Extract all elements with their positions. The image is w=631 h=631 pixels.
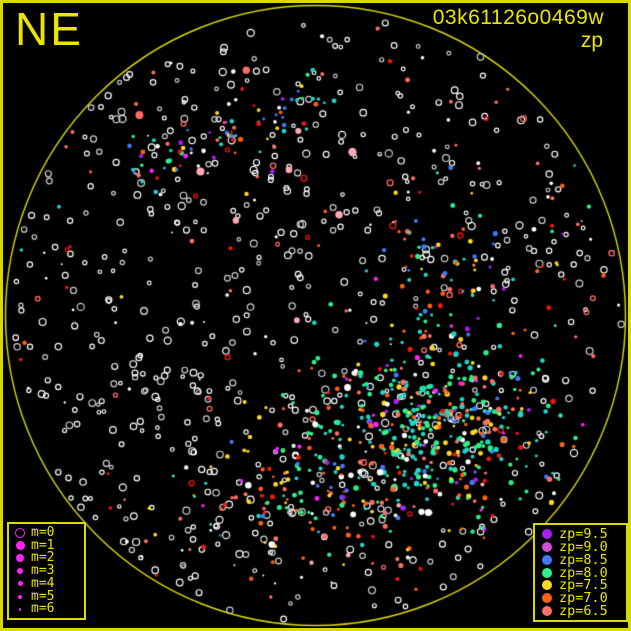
zp-legend-row-3: zp=8.0 [535,564,626,581]
zp-legend-label: zp=7.0 [559,590,608,607]
colorbar-label: zp [580,29,603,52]
magnitude-legend-marker-icon [9,608,31,611]
magnitude-legend-row-4: m=4 [9,575,84,591]
magnitude-legend-marker-icon [9,541,31,550]
zeropoint-legend: zp=9.5 zp=9.0 zp=8.5 zp=8.0 zp=7.5 zp=7.0 zp=6… [533,523,628,622]
magnitude-legend-label: m=0 [31,524,55,540]
magnitude-legend-marker-icon [9,581,31,587]
zp-legend-marker-icon [535,593,559,604]
zp-legend-row-2: zp=8.5 [535,551,626,568]
zp-legend-row-0: zp=9.5 [535,525,626,542]
magnitude-legend-marker-icon [9,594,31,599]
magnitude-legend-row-0: m=0 [9,524,84,540]
zp-legend-label: zp=7.5 [559,577,608,594]
image-title: 03k61126o0469w [432,6,604,29]
magnitude-legend: m=0 m=1 m=2 m=3 m=4 m=5 m=6 [7,522,86,620]
zp-legend-marker-icon [535,554,559,565]
zp-legend-label: zp=9.5 [559,525,608,542]
magnitude-legend-row-1: m=1 [9,537,84,553]
zp-legend-label: zp=8.0 [559,564,608,581]
zp-legend-marker-icon [535,567,559,578]
magnitude-legend-marker-icon [9,554,31,563]
magnitude-legend-label: m=6 [31,601,55,617]
magnitude-legend-marker-icon [9,567,31,575]
orientation-label: NE [15,3,83,55]
zp-legend-marker-icon [535,580,559,591]
magnitude-legend-label: m=3 [31,563,55,578]
zp-legend-label: zp=8.5 [559,551,608,568]
magnitude-legend-label: m=1 [31,537,55,553]
magnitude-legend-row-5: m=5 [9,588,84,604]
magnitude-legend-label: m=4 [31,575,55,591]
zp-legend-label: zp=6.5 [559,603,608,620]
zp-legend-marker-icon [535,528,559,539]
zp-legend-marker-icon [535,606,559,617]
magnitude-legend-label: m=5 [31,588,55,604]
zp-legend-label: zp=9.0 [559,538,608,555]
zp-legend-row-1: zp=9.0 [535,538,626,555]
magnitude-legend-row-6: m=6 [9,601,84,617]
zp-legend-marker-icon [535,541,559,552]
magnitude-legend-marker-icon [9,527,31,538]
zp-legend-row-4: zp=7.5 [535,577,626,594]
magnitude-legend-label: m=2 [31,550,55,566]
magnitude-legend-row-3: m=3 [9,563,84,578]
zp-legend-row-5: zp=7.0 [535,590,626,607]
zp-legend-row-6: zp=6.5 [535,603,626,620]
magnitude-legend-row-2: m=2 [9,550,84,566]
